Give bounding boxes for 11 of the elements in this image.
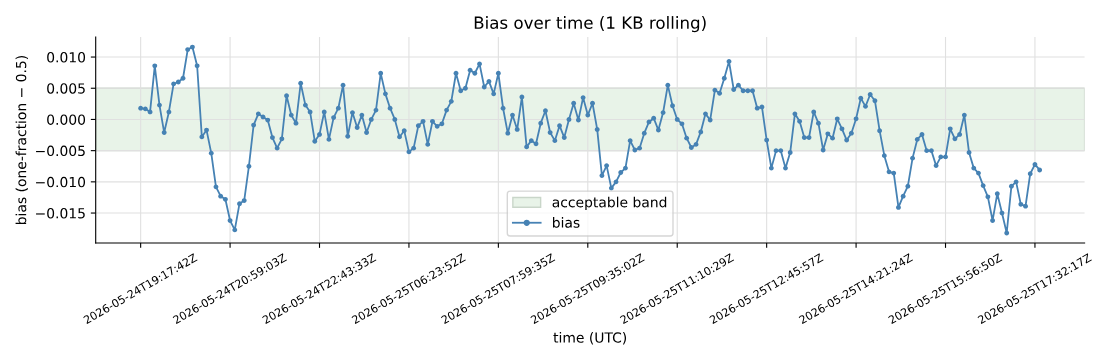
y-tick-label: 0.010 (47, 52, 86, 63)
x-axis-title: time (UTC) (553, 332, 627, 345)
y-tick-label: −0.015 (36, 208, 85, 219)
legend-label: bias (553, 217, 580, 228)
y-axis-title: bias (one-fraction − 0.5) (15, 56, 28, 224)
legend-label: acceptable band (552, 196, 667, 211)
y-tick-label: 0.000 (47, 114, 86, 125)
y-tick-label: 0.005 (47, 83, 85, 94)
y-tick-label: −0.010 (36, 176, 86, 188)
chart-title: Bias over time (1 KB rolling) (474, 16, 706, 33)
y-tick-label: −0.005 (36, 145, 85, 157)
